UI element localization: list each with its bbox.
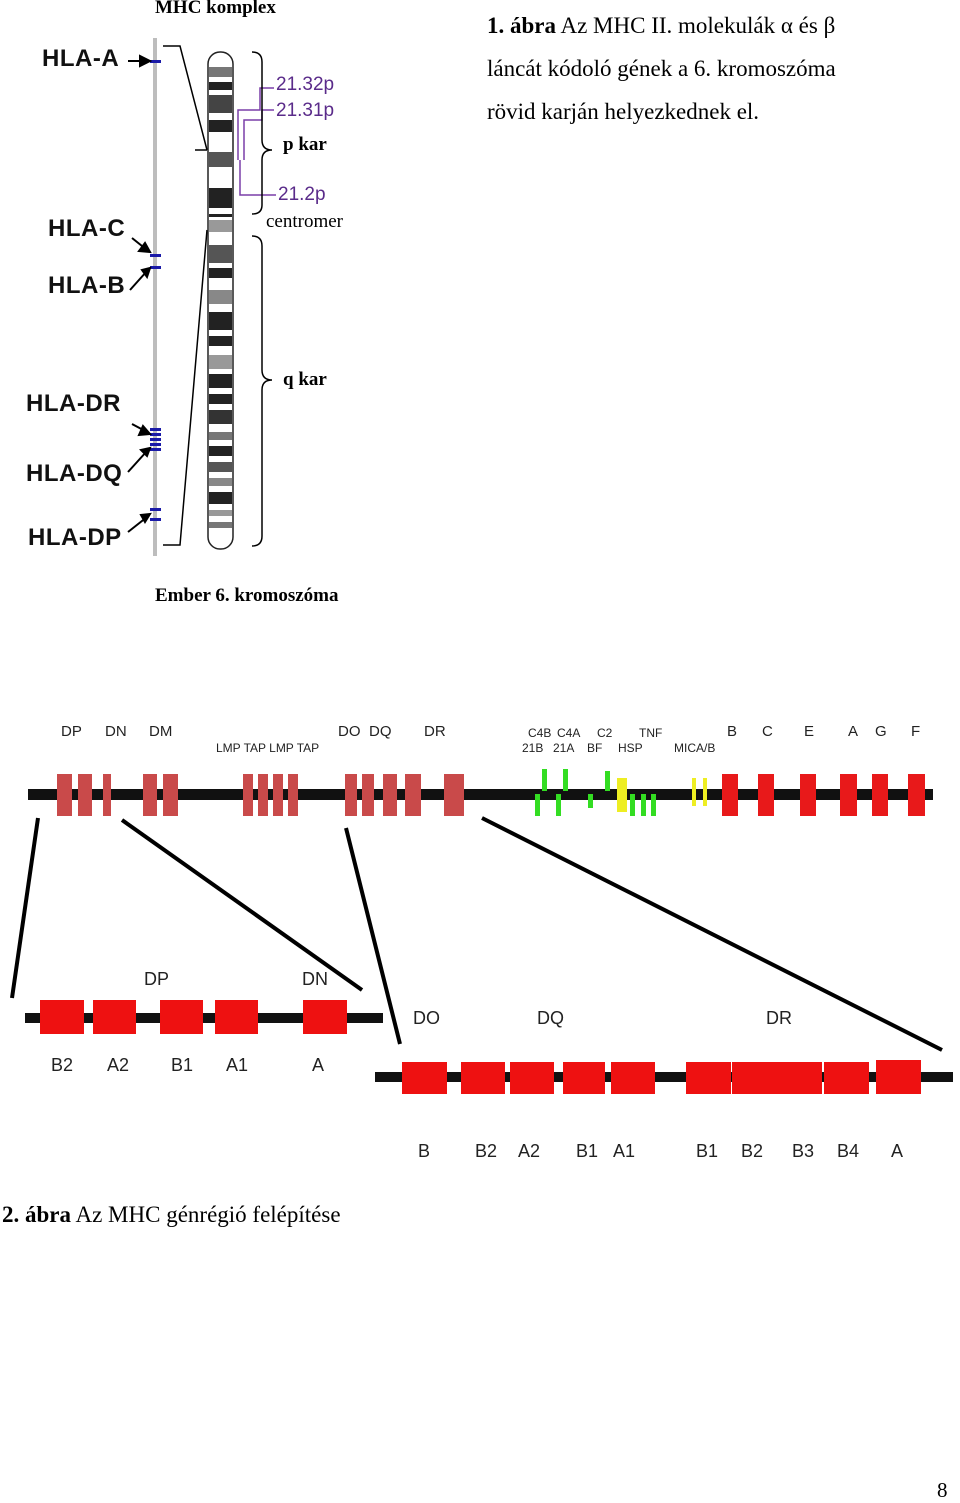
label-21b: 21B: [522, 741, 544, 755]
zoom-left-header-dn: DN: [302, 969, 328, 989]
zoom-left-genes: [40, 1000, 347, 1034]
page-number: 8: [937, 1478, 948, 1502]
gene-mark-dp-1: [150, 508, 161, 511]
zoom-left-header-dp: DP: [144, 969, 170, 989]
chromosome-caption: Ember 6. kromoszóma: [155, 585, 339, 606]
zoom-lines: [10, 816, 943, 1052]
zoom-right-bar: [375, 1072, 953, 1082]
zoom-left-bar: [25, 1013, 383, 1023]
class1-genes: [722, 774, 925, 816]
zoom-right-gene-b: B: [418, 1141, 431, 1161]
mhc-complex-label: MHC komplex: [155, 0, 276, 18]
label-b: B: [727, 723, 738, 740]
figure2-caption: 2. ábra Az MHC génrégió felépítése: [2, 1202, 341, 1228]
zoom-right-gene-dr-b3: B3: [792, 1141, 815, 1161]
zoom-right-gene-dr-b1: B1: [696, 1141, 719, 1161]
p-arm-label: p kar: [283, 134, 327, 155]
label-c4a: C4A: [557, 726, 581, 740]
gene-mark-dr-1: [150, 428, 161, 431]
label-tnf: TNF: [639, 726, 663, 740]
zoom-right-header-do: DO: [413, 1008, 440, 1028]
band-label-21-2p: 21.2p: [278, 184, 326, 205]
band-label-21-31p: 21.31p: [276, 100, 335, 121]
label-e: E: [804, 723, 815, 740]
connector-top: [163, 45, 208, 151]
gene-marks: [150, 60, 161, 521]
gene-mark-dp-2: [150, 518, 161, 521]
q-arm-label: q kar: [283, 369, 327, 390]
figure2-caption-number: 2. ábra: [2, 1202, 71, 1227]
band-label-21-32p: 21.32p: [276, 74, 335, 95]
zoom-left-gene-a: A: [312, 1055, 325, 1075]
label-dn: DN: [105, 723, 127, 740]
gene-mark-dr-4: [150, 443, 161, 446]
q-arm-brace: [251, 235, 273, 547]
label-c4b: C4B: [528, 726, 552, 740]
label-c: C: [762, 723, 773, 740]
figure1-caption-line-1: Az MHC II. molekulák α és β: [560, 13, 836, 38]
label-21a: 21A: [553, 741, 575, 755]
label-do: DO: [338, 723, 361, 740]
band-brackets: [237, 87, 276, 196]
hla-a-label: HLA-A: [42, 45, 120, 72]
zoom-left-gene-a1: A1: [226, 1055, 249, 1075]
yellow-genes: [617, 778, 707, 812]
label-dp: DP: [61, 723, 82, 740]
zoom-left-gene-b1: B1: [171, 1055, 194, 1075]
figure1-caption-line-3: rövid karján helyezkednek el.: [487, 99, 760, 124]
hla-dp-label: HLA-DP: [28, 524, 122, 551]
gene-mark-hla-a: [150, 60, 161, 63]
p-arm-brace: [251, 51, 273, 215]
zoom-right-genes: [402, 1060, 921, 1094]
zoom-right-gene-a2: A2: [518, 1141, 541, 1161]
arrows: [127, 54, 153, 533]
zoom-right-gene-dr-a: A: [891, 1141, 904, 1161]
class3-genes: [535, 769, 656, 816]
label-dm: DM: [149, 723, 173, 740]
label-bf: BF: [587, 741, 603, 755]
zoom-right-gene-a1: A1: [613, 1141, 636, 1161]
mhc-region-bar: [28, 789, 933, 800]
label-c2: C2: [597, 726, 613, 740]
hla-c-label: HLA-C: [48, 215, 126, 242]
class2-genes: [57, 774, 464, 816]
label-dr: DR: [424, 723, 446, 740]
figure1-caption: 1. ábra Az MHC II. molekulák α és β lánc…: [487, 4, 947, 133]
zoom-right-gene-dr-b4: B4: [837, 1141, 860, 1161]
connector-bottom: [163, 229, 208, 546]
chromosome-6: [207, 51, 234, 550]
zoom-right-gene-dr-b2: B2: [741, 1141, 764, 1161]
label-mica-b: MICA/B: [674, 741, 716, 755]
gene-mark-dr-5: [150, 448, 161, 451]
label-f: F: [911, 723, 921, 740]
gene-mark-hla-c: [150, 254, 161, 257]
label-hsp: HSP: [618, 741, 643, 755]
label-g: G: [875, 723, 887, 740]
zoom-right-header-dq: DQ: [537, 1008, 564, 1028]
figure1-caption-number: 1. ábra: [487, 13, 556, 38]
gene-mark-dr-3: [150, 438, 161, 441]
hla-dr-label: HLA-DR: [26, 390, 121, 417]
zoom-right-gene-b1: B1: [576, 1141, 599, 1161]
figure1-caption-line-2: láncát kódoló gének a 6. kromoszóma: [487, 56, 836, 81]
zoom-right-header-dr: DR: [766, 1008, 792, 1028]
hla-b-label: HLA-B: [48, 272, 126, 299]
centromere-label: centromer: [264, 211, 346, 233]
gene-mark-hla-b: [150, 266, 161, 269]
label-lmp-tap: LMP TAP LMP TAP: [216, 741, 320, 755]
zoom-left-gene-a2: A2: [107, 1055, 130, 1075]
figure2-caption-text: Az MHC génrégió felépítése: [75, 1202, 341, 1227]
gene-mark-dr-2: [150, 433, 161, 436]
hla-dq-label: HLA-DQ: [26, 460, 123, 487]
label-a: A: [848, 723, 859, 740]
zoom-left-gene-b2: B2: [51, 1055, 74, 1075]
label-dq: DQ: [369, 723, 392, 740]
zoom-right-gene-b2: B2: [475, 1141, 498, 1161]
